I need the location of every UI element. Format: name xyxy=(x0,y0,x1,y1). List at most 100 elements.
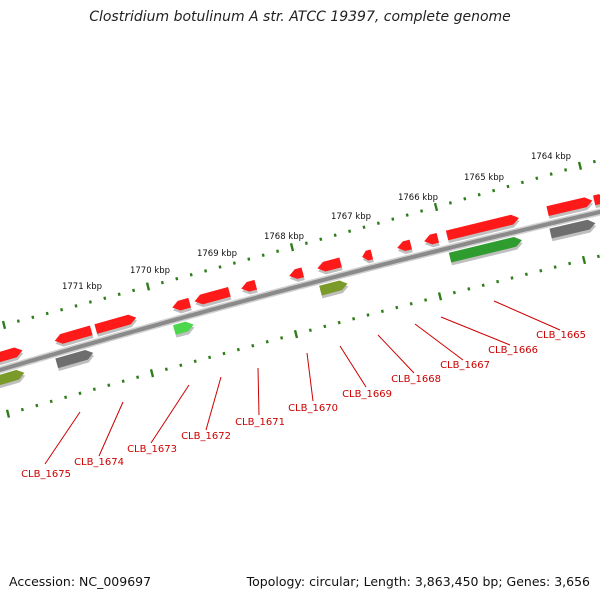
inner-ring-tick xyxy=(280,336,284,340)
kbp-label: 1768 kbp xyxy=(264,232,304,242)
inner-ring-tick xyxy=(395,305,399,310)
gene-arrow-body xyxy=(55,349,94,369)
outer-ring-tick xyxy=(16,319,20,323)
gene-arrow xyxy=(194,287,232,308)
outer-ring-tick xyxy=(103,296,107,300)
outer-ring-tick xyxy=(463,197,467,201)
gene-arrow-body xyxy=(397,239,413,252)
outer-ring-tick xyxy=(577,161,583,170)
gene-label: CLB_1665 xyxy=(536,330,586,341)
inner-ring-tick xyxy=(293,329,299,339)
kbp-label: 1766 kbp xyxy=(398,193,438,203)
inner-ring-tick xyxy=(437,292,443,301)
gene-leader-line xyxy=(339,345,367,388)
inner-ring-tick xyxy=(222,351,226,356)
gene-arrow-body xyxy=(94,314,137,334)
gene-arrow-body xyxy=(362,249,374,261)
gene-label: CLB_1674 xyxy=(74,457,124,468)
outer-ring-tick xyxy=(549,172,553,176)
inner-ring-tick xyxy=(164,367,168,371)
inner-ring-tick xyxy=(581,255,587,265)
inner-ring-tick xyxy=(308,328,312,332)
outer-ring-tick xyxy=(535,176,539,180)
gene-arrow-body xyxy=(448,236,522,263)
gene-label: CLB_1667 xyxy=(440,360,490,371)
gene-arrow-body xyxy=(289,267,305,279)
outer-ring-tick xyxy=(333,233,337,237)
inner-ring-tick xyxy=(539,268,543,273)
inner-ring-tick xyxy=(179,363,183,368)
inner-ring-tick xyxy=(20,407,24,412)
outer-ring-tick xyxy=(160,280,164,285)
inner-ring-tick xyxy=(92,387,96,391)
gene-arrow xyxy=(448,236,523,266)
inner-ring-tick xyxy=(568,261,572,266)
gene-arrow xyxy=(54,325,94,347)
inner-ring-tick xyxy=(481,283,485,288)
outer-ring-tick xyxy=(117,292,121,297)
inner-ring-tick xyxy=(35,403,39,408)
outer-ring-tick xyxy=(74,304,78,308)
inner-ring-tick xyxy=(193,359,197,364)
inner-ring-tick xyxy=(49,399,53,404)
backbone-line xyxy=(0,209,600,373)
outer-ring-tick xyxy=(60,307,64,312)
inner-ring-tick xyxy=(121,379,125,383)
outer-ring-tick xyxy=(289,243,295,252)
outer-ring-tick xyxy=(145,282,151,291)
gene-label: CLB_1666 xyxy=(488,345,538,356)
gene-label: CLB_1673 xyxy=(127,444,177,455)
gene-leader-line xyxy=(377,334,415,374)
outer-ring-tick xyxy=(405,213,409,217)
inner-ring-tick xyxy=(236,347,240,352)
outer-ring-tick xyxy=(506,184,510,189)
kbp-label: 1770 kbp xyxy=(130,266,170,276)
outer-ring-tick xyxy=(45,311,49,316)
outer-ring-tick xyxy=(391,217,395,221)
gene-arrow xyxy=(317,257,343,275)
gene-arrow-body xyxy=(172,297,192,311)
outer-ring-tick xyxy=(348,229,352,233)
inner-ring-tick xyxy=(409,302,413,306)
inner-ring-tick xyxy=(452,290,456,295)
inner-ring-tick xyxy=(136,375,140,379)
gene-label: CLB_1670 xyxy=(288,403,338,414)
outer-ring-tick xyxy=(232,261,236,265)
gene-arrow xyxy=(397,239,413,254)
kbp-label: 1765 kbp xyxy=(464,173,504,183)
gene-arrow xyxy=(0,369,26,389)
gene-leader-line xyxy=(205,376,222,431)
gene-arrow xyxy=(241,279,258,295)
gene-leader-line xyxy=(414,323,464,361)
gene-arrow xyxy=(55,349,95,372)
outer-ring-tick xyxy=(276,249,280,253)
gene-arrow xyxy=(172,297,192,314)
inner-ring-tick xyxy=(107,383,111,387)
gene-leader-line xyxy=(440,316,511,346)
gene-arrow-body xyxy=(593,194,600,206)
gene-arrow xyxy=(94,314,138,337)
inner-ring-tick xyxy=(323,324,327,329)
gene-arrow-body xyxy=(241,279,258,292)
inner-ring-tick xyxy=(424,298,428,302)
outer-ring-tick xyxy=(433,202,439,212)
outer-ring-tick xyxy=(175,276,179,281)
kbp-label: 1764 kbp xyxy=(531,152,571,162)
kbp-label: 1771 kbp xyxy=(62,282,102,292)
gene-leader-line xyxy=(493,300,561,331)
inner-ring-tick xyxy=(380,309,384,314)
gene-arrow xyxy=(546,197,594,219)
gene-arrow-body xyxy=(0,369,25,387)
kbp-label: 1767 kbp xyxy=(331,212,371,222)
gene-arrow xyxy=(424,232,440,248)
inner-ring-tick xyxy=(553,265,557,269)
gene-label: CLB_1669 xyxy=(342,389,392,400)
inner-ring-tick xyxy=(596,254,600,259)
inner-ring-tick xyxy=(352,317,356,321)
outer-ring-tick xyxy=(420,209,424,213)
gene-arrow xyxy=(319,280,349,299)
inner-ring-tick xyxy=(496,279,500,284)
accession-text: Accession: NC_009697 xyxy=(9,574,152,589)
gene-arrow-body xyxy=(424,232,440,245)
outer-ring-tick xyxy=(477,192,481,197)
